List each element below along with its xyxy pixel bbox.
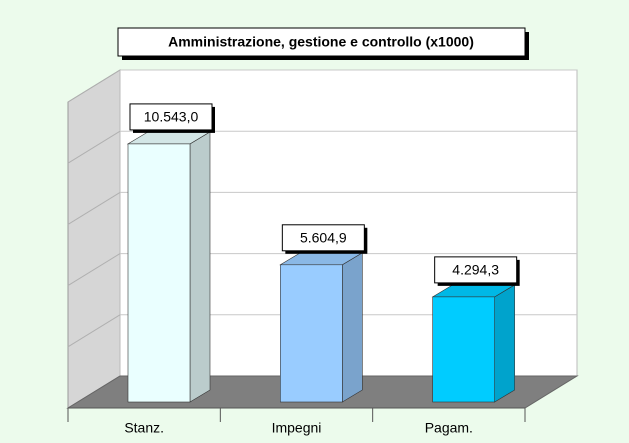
x-tick-label: Stanz. [124,420,164,436]
value-label: 10.543,0 [144,109,199,125]
grid-line [67,130,121,164]
bar [127,143,191,403]
bar-side [189,131,211,403]
value-label: 4.294,3 [452,262,499,278]
value-label-box [434,256,518,284]
value-label-box [281,224,365,252]
bar [432,296,495,403]
chart-title: Amministrazione, gestione e controllo (x… [168,34,474,50]
x-tick-label: Impegni [272,420,322,436]
left-wall [67,69,121,409]
grid-line [67,314,121,348]
value-label-box [129,103,213,131]
bar-side [342,252,363,403]
grid-line [67,191,121,225]
bar-side [494,284,515,403]
title-box [117,27,526,57]
grid-line [67,69,121,103]
value-label: 5.604,9 [300,229,347,245]
bar [280,264,343,403]
x-tick-label: Pagam. [425,420,473,436]
grid-line [67,253,121,287]
